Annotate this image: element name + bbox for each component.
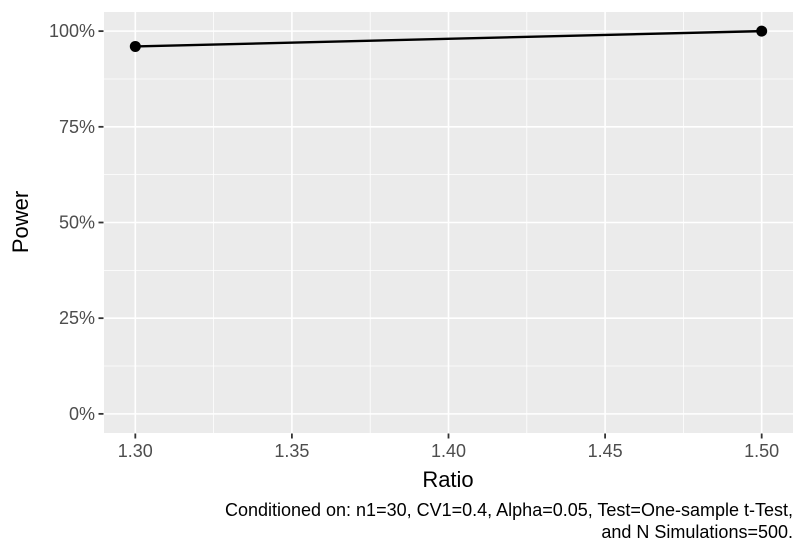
x-tick-label: 1.45 [588, 441, 623, 461]
data-point [756, 25, 768, 37]
series-layer [129, 25, 768, 52]
caption-line-1: Conditioned on: n1=30, CV1=0.4, Alpha=0.… [225, 500, 793, 520]
x-tick-label: 1.50 [744, 441, 779, 461]
x-tick-label: 1.35 [274, 441, 309, 461]
caption-line-2: and N Simulations=500. [601, 522, 793, 542]
y-tick-label: 75% [59, 117, 95, 137]
x-tick-label: 1.40 [431, 441, 466, 461]
y-tick-label: 0% [69, 404, 95, 424]
gridline-layer [104, 12, 793, 433]
data-point [129, 40, 141, 52]
x-tick-label: 1.30 [118, 441, 153, 461]
series-line [135, 29, 762, 48]
y-tick-label: 50% [59, 213, 95, 233]
y-axis-title: Power [8, 191, 33, 253]
y-tick-label: 25% [59, 308, 95, 328]
x-axis-title: Ratio [422, 467, 473, 492]
y-tick-label: 100% [49, 21, 95, 41]
axis-layer: 1.30 1.35 1.40 1.45 1.50 0% 25% 50% 75% 100% [49, 21, 779, 461]
